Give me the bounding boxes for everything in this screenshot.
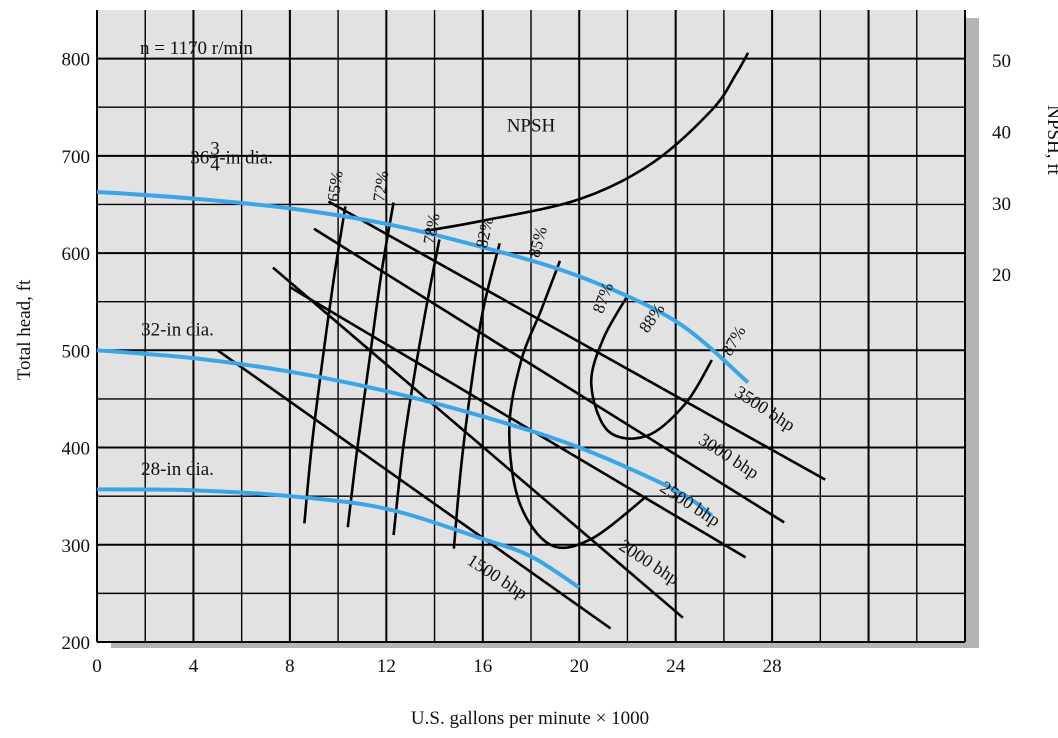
efficiency-label: 72% [369, 169, 392, 203]
x-tick-label: 20 [570, 656, 589, 677]
efficiency-curve [346, 202, 395, 528]
ticks-layer: 0 4 8 12 16 20 24 28 200 300 400 500 600 700 800 20 30 40… [62, 50, 1012, 677]
y2-tick-label: 20 [992, 265, 1011, 286]
impeller-curve [96, 189, 750, 384]
rpm-annotation: n = 1170 r/min [140, 38, 253, 59]
x-tick-label: 28 [763, 656, 782, 677]
efficiency-curve [589, 295, 713, 440]
efficiency-label: 65% [323, 169, 346, 203]
grid [96, 10, 966, 643]
npsh-curve [422, 52, 750, 233]
y-tick-label: 500 [62, 341, 91, 362]
y-tick-label: 700 [62, 147, 91, 168]
impeller-label-fraction-numerator: 3 [210, 139, 220, 160]
impeller-label: 28-in dia. [141, 459, 214, 480]
bhp-line [289, 285, 747, 559]
x-tick-label: 0 [92, 656, 102, 677]
impeller-label: 32-in dia. [141, 320, 214, 341]
curves-layer [96, 52, 826, 630]
efficiency-curve [392, 239, 441, 536]
x-axis-title: U.S. gallons per minute × 1000 [411, 708, 649, 729]
impeller-label-fraction-denominator: 4 [210, 155, 220, 176]
npsh-label: NPSH [507, 115, 556, 136]
y-tick-label: 400 [62, 439, 91, 460]
efficiency-curve [303, 206, 347, 524]
impeller-label: 36 [190, 148, 209, 169]
bhp-line [272, 266, 684, 619]
x-tick-label: 16 [473, 656, 492, 677]
bhp-line [313, 227, 785, 524]
y-tick-label: 600 [62, 244, 91, 265]
y-tick-label: 300 [62, 536, 91, 557]
y-axis-title: Total head, ft [14, 279, 35, 380]
x-tick-label: 12 [377, 656, 396, 677]
y2-tick-label: 40 [992, 122, 1011, 143]
impeller-curve [96, 348, 714, 518]
y2-tick-label: 30 [992, 194, 1011, 215]
impeller-curve [96, 487, 581, 590]
y2-axis-title: NPSH, ft [1043, 105, 1058, 175]
x-tick-label: 24 [666, 656, 686, 677]
impeller-label-tail: -in dia. [219, 148, 273, 169]
bhp-line [216, 349, 612, 630]
bhp-line [327, 200, 826, 481]
x-tick-label: 8 [285, 656, 295, 677]
y-tick-label: 200 [62, 633, 91, 654]
y2-tick-label: 50 [992, 51, 1011, 72]
x-tick-label: 4 [189, 656, 199, 677]
y-tick-label: 800 [62, 50, 91, 71]
